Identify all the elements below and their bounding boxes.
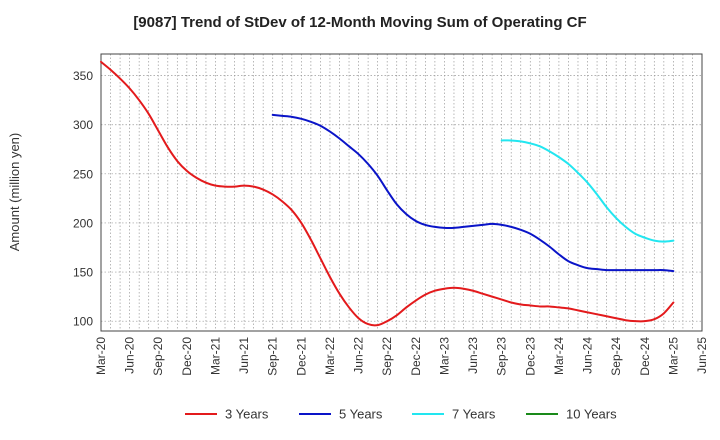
x-tick-label: Jun-25 — [695, 337, 709, 374]
chart-title: [9087] Trend of StDev of 12-Month Moving… — [133, 14, 587, 31]
x-tick-label: Dec-20 — [180, 337, 194, 376]
legend-label: 7 Years — [452, 407, 496, 422]
x-tick-label: Mar-23 — [437, 337, 451, 375]
legend: 3 Years 5 Years 7 Years 10 Years — [185, 407, 617, 422]
grid-lines — [101, 54, 702, 331]
y-axis-label: Amount (million yen) — [7, 133, 22, 252]
y-tick-labels: 100 150 200 250 300 350 — [73, 69, 93, 329]
x-tick-label: Sep-24 — [609, 337, 623, 376]
legend-label: 3 Years — [225, 407, 269, 422]
x-tick-label: Mar-21 — [208, 337, 222, 375]
y-tick-label: 100 — [73, 315, 93, 329]
y-tick-label: 200 — [73, 216, 93, 230]
plot-frame — [100, 53, 703, 332]
x-tick-label: Jun-24 — [581, 337, 595, 374]
legend-label: 10 Years — [566, 407, 617, 422]
x-tick-label: Sep-23 — [495, 337, 509, 376]
x-tick-labels: Mar-20 Jun-20 Sep-20 Dec-20 Mar-21 Jun-21 Sep-… — [94, 337, 709, 376]
x-tick-label: Sep-20 — [151, 337, 165, 376]
legend-label: 5 Years — [339, 407, 383, 422]
x-tick-label: Sep-22 — [380, 337, 394, 376]
x-tick-label: Jun-23 — [466, 337, 480, 374]
x-tick-label: Dec-21 — [294, 337, 308, 376]
x-tick-label: Mar-20 — [94, 337, 108, 375]
y-tick-label: 150 — [73, 266, 93, 280]
x-tick-label: Mar-22 — [323, 337, 337, 375]
y-tick-label: 350 — [73, 69, 93, 83]
series-line-1 — [100, 60, 675, 327]
x-tick-label: Jun-20 — [123, 337, 137, 374]
x-tick-label: Mar-25 — [666, 337, 680, 375]
x-tick-label: Dec-23 — [523, 337, 537, 376]
x-tick-label: Dec-24 — [638, 337, 652, 376]
x-tick-label: Sep-21 — [266, 337, 280, 376]
series-line-2 — [271, 113, 675, 273]
y-tick-label: 300 — [73, 118, 93, 132]
y-tick-label: 250 — [73, 167, 93, 181]
series-lines — [100, 60, 675, 327]
x-tick-label: Jun-21 — [237, 337, 251, 374]
x-tick-label: Dec-22 — [409, 337, 423, 376]
x-tick-label: Jun-22 — [352, 337, 366, 374]
x-tick-label: Mar-24 — [552, 337, 566, 375]
series-line-3 — [500, 139, 675, 243]
